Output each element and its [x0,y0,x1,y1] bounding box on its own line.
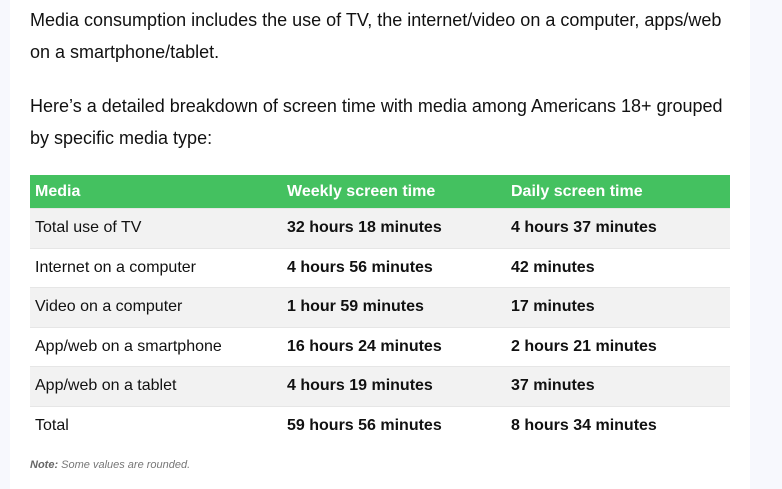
daily-cell: 2 hours 21 minutes [506,326,730,367]
table-row: App/web on a smartphone 16 hours 24 minut… [30,326,730,367]
header-daily: Daily screen time [506,175,730,209]
weekly-cell: 1 hour 59 minutes [282,287,506,327]
weekly-cell: 59 hours 56 minutes [282,405,506,445]
media-cell: Internet on a computer [30,247,282,288]
note-text: Some values are rounded. [58,459,191,471]
daily-cell: 17 minutes [506,287,730,327]
table-row: Total use of TV 32 hours 18 minutes 4 hour… [30,208,730,248]
screen-time-table: Media Weekly screen time Daily screen ti… [30,175,730,445]
header-media: Media [30,175,282,209]
media-cell: Total use of TV [30,208,282,248]
weekly-cell: 4 hours 56 minutes [282,247,506,288]
table-note: Note: Some values are rounded. [30,459,190,471]
table-row: Internet on a computer 4 hours 56 minutes… [30,247,730,288]
note-label: Note: [30,459,59,471]
media-cell: App/web on a tablet [30,366,282,406]
header-weekly: Weekly screen time [282,175,506,209]
daily-cell: 42 minutes [506,247,730,288]
daily-cell: 4 hours 37 minutes [506,208,730,248]
table-header-row: Media Weekly screen time Daily screen ti… [30,175,730,209]
lead-paragraph: Here’s a detailed breakdown of screen ti… [30,96,723,148]
weekly-cell: 4 hours 19 minutes [282,366,506,406]
weekly-cell: 32 hours 18 minutes [282,208,506,248]
daily-cell: 37 minutes [506,366,730,406]
media-cell: App/web on a smartphone [30,326,282,367]
media-cell: Total [30,405,282,445]
daily-cell: 8 hours 34 minutes [506,405,730,445]
table-row: Total 59 hours 56 minutes 8 hours 34 minut… [30,405,730,445]
media-cell: Video on a computer [30,287,282,327]
weekly-cell: 16 hours 24 minutes [282,326,506,367]
intro-paragraph: Media consumption includes the use of TV… [30,10,722,62]
article-content: Media consumption includes the use of TV… [10,0,750,489]
table-row: Video on a computer 1 hour 59 minutes 17 m… [30,287,730,327]
table-row: App/web on a tablet 4 hours 19 minutes 37 … [30,366,730,406]
